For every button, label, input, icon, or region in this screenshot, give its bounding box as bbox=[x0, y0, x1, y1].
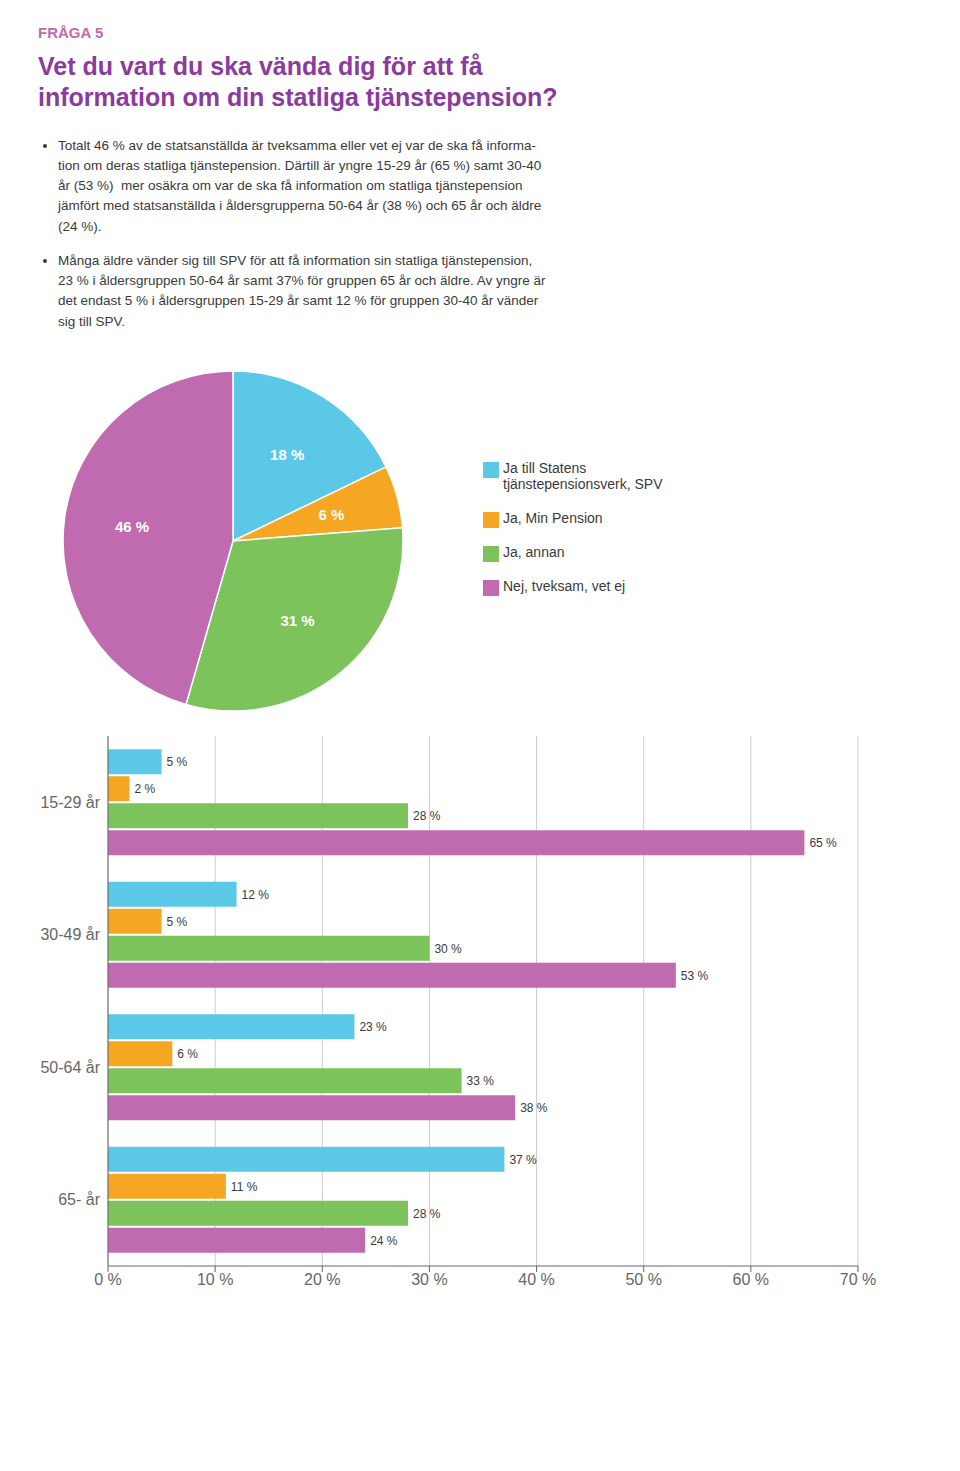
svg-text:28 %: 28 % bbox=[413, 1206, 441, 1220]
html-text:Ja, Min Pension: Ja, Min Pension bbox=[503, 509, 603, 526]
html-text:Nej, tveksam, vet ej: Nej, tveksam, vet ej bbox=[503, 577, 626, 594]
svg-text:18 %: 18 % bbox=[270, 446, 304, 463]
svg-text:20 %: 20 % bbox=[304, 1271, 340, 1288]
svg-text:28 %: 28 % bbox=[413, 809, 441, 823]
svg-text:12 %: 12 % bbox=[242, 887, 270, 901]
html-text:FRÅGA 5: FRÅGA 5 bbox=[38, 24, 104, 41]
svg-text:24 %: 24 % bbox=[370, 1233, 398, 1247]
svg-text:30 %: 30 % bbox=[411, 1271, 447, 1288]
svg-text:30-49 år: 30-49 år bbox=[40, 926, 100, 943]
svg-text:70 %: 70 % bbox=[840, 1271, 876, 1288]
svg-text:11 %: 11 % bbox=[231, 1179, 258, 1193]
svg-text:5 %: 5 % bbox=[167, 914, 188, 928]
svg-text:0 %: 0 % bbox=[94, 1271, 122, 1288]
svg-text:6 %: 6 % bbox=[319, 506, 345, 523]
svg-text:60 %: 60 % bbox=[733, 1271, 769, 1288]
svg-text:33 %: 33 % bbox=[467, 1074, 495, 1088]
html-text:Vet du vart du ska vända dig f: Vet du vart du ska vända dig för att få … bbox=[38, 52, 558, 112]
html-text:Totalt 46 % av de statsanställ: Totalt 46 % av de statsanställda är tvek… bbox=[58, 137, 542, 234]
svg-text:65- år: 65- år bbox=[58, 1191, 100, 1208]
svg-text:23 %: 23 % bbox=[359, 1020, 387, 1034]
svg-text:37 %: 37 % bbox=[509, 1152, 537, 1166]
svg-text:30 %: 30 % bbox=[434, 941, 462, 955]
svg-text:65 %: 65 % bbox=[809, 836, 837, 850]
svg-text:40 %: 40 % bbox=[518, 1271, 554, 1288]
svg-text:10 %: 10 % bbox=[197, 1271, 233, 1288]
html-text:Ja till Statens tjänstepension: Ja till Statens tjänstepensionsverk, SPV bbox=[503, 459, 663, 492]
svg-text:15-29 år: 15-29 år bbox=[40, 794, 100, 811]
svg-text:6 %: 6 % bbox=[177, 1047, 198, 1061]
svg-text:5 %: 5 % bbox=[167, 755, 188, 769]
svg-text:50 %: 50 % bbox=[625, 1271, 661, 1288]
svg-text:46 %: 46 % bbox=[115, 518, 149, 535]
html-text:Ja, annan: Ja, annan bbox=[503, 543, 565, 560]
svg-text:31 %: 31 % bbox=[280, 611, 314, 628]
svg-text:2 %: 2 % bbox=[134, 782, 155, 796]
html-text:Många äldre vänder sig till SP: Många äldre vänder sig till SPV för att … bbox=[58, 252, 546, 329]
svg-text:38 %: 38 % bbox=[520, 1101, 548, 1115]
svg-text:50-64 år: 50-64 år bbox=[40, 1059, 100, 1076]
svg-text:53 %: 53 % bbox=[681, 968, 709, 982]
